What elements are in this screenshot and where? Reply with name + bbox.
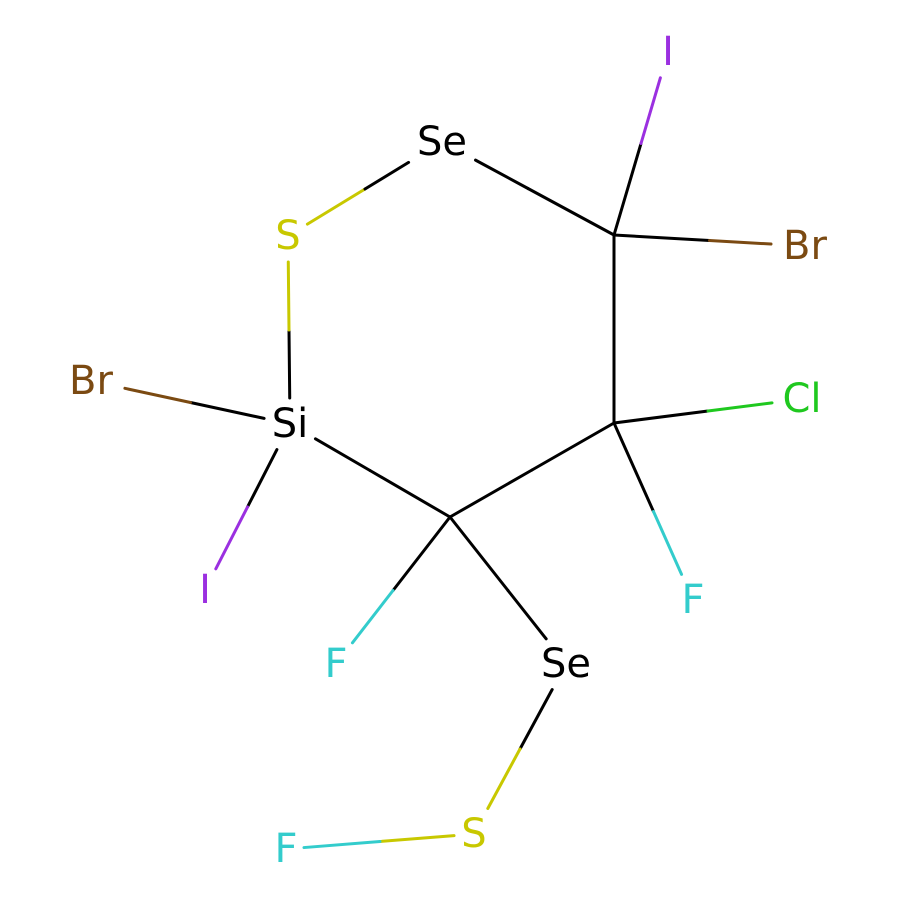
atoms-layer: Se I Br Cl F F Se S F Si Br I S [69,29,827,872]
bond-c3-f2 [350,515,452,645]
bond-half-br2 [123,386,192,404]
bond-s2-f3 [302,834,456,850]
bond-half-i2 [214,505,249,571]
bond-c3-se2 [448,515,548,641]
atom-label-f3: F [274,826,297,872]
bond-half-c2 [530,421,616,472]
atom-label-si1: Si [272,401,309,447]
bond-se2-s2 [486,688,554,810]
bond-half-s1 [305,187,367,226]
bond-se1-c1 [474,158,616,237]
atom-label-s1: S [275,213,300,259]
bond-half-c2 [612,421,655,513]
bond-si1-s1 [286,260,292,400]
bond-half-c1 [612,233,711,242]
bond-half-c3 [448,515,510,592]
bond-half-c2 [612,409,710,425]
bonds-layer [123,76,774,850]
bond-half-s1 [286,260,291,332]
bond-half-i1 [639,76,662,145]
bond-half-c3 [391,515,452,592]
bond-half-f1 [652,510,684,576]
bond-half-s2 [486,747,522,810]
bond-c1-i1 [612,76,662,237]
bond-half-cl1 [706,401,774,413]
bond-si1-i2 [214,448,279,571]
atom-label-i1: I [662,29,674,75]
bond-half-si1 [287,328,292,400]
bond-si1-br2 [123,386,266,420]
atom-label-i2: I [199,567,211,613]
atom-label-br1: Br [783,223,827,269]
bond-half-s2 [378,834,456,843]
bond-half-f2 [350,589,395,645]
bond-half-si1 [189,401,266,420]
atom-label-f2: F [324,641,347,687]
bond-half-se1 [363,160,411,191]
bond-half-se1 [474,158,530,190]
bond-half-si1 [313,437,372,472]
atom-label-cl1: Cl [782,376,821,422]
bond-half-c1 [612,142,643,237]
bond-s1-se1 [305,160,411,226]
atom-label-f1: F [681,577,704,623]
bond-half-c1 [526,187,616,237]
bond-c2-cl1 [612,401,774,425]
bond-half-f3 [302,840,382,850]
bond-half-si1 [246,448,279,509]
bond-half-br1 [708,239,773,246]
atom-label-s2: S [461,811,486,857]
bond-c1-br1 [612,233,773,246]
bond-half-se2 [506,589,548,641]
atom-label-se2: Se [541,641,591,687]
bond-half-se2 [518,688,554,751]
bond-half-c3 [448,468,534,519]
bond-c2-c3 [448,421,616,519]
atom-label-se1: Se [417,119,467,165]
bond-half-c3 [368,469,452,519]
bond-c2-f1 [612,421,684,576]
bond-c3-si1 [313,437,452,519]
atom-label-br2: Br [69,358,113,404]
